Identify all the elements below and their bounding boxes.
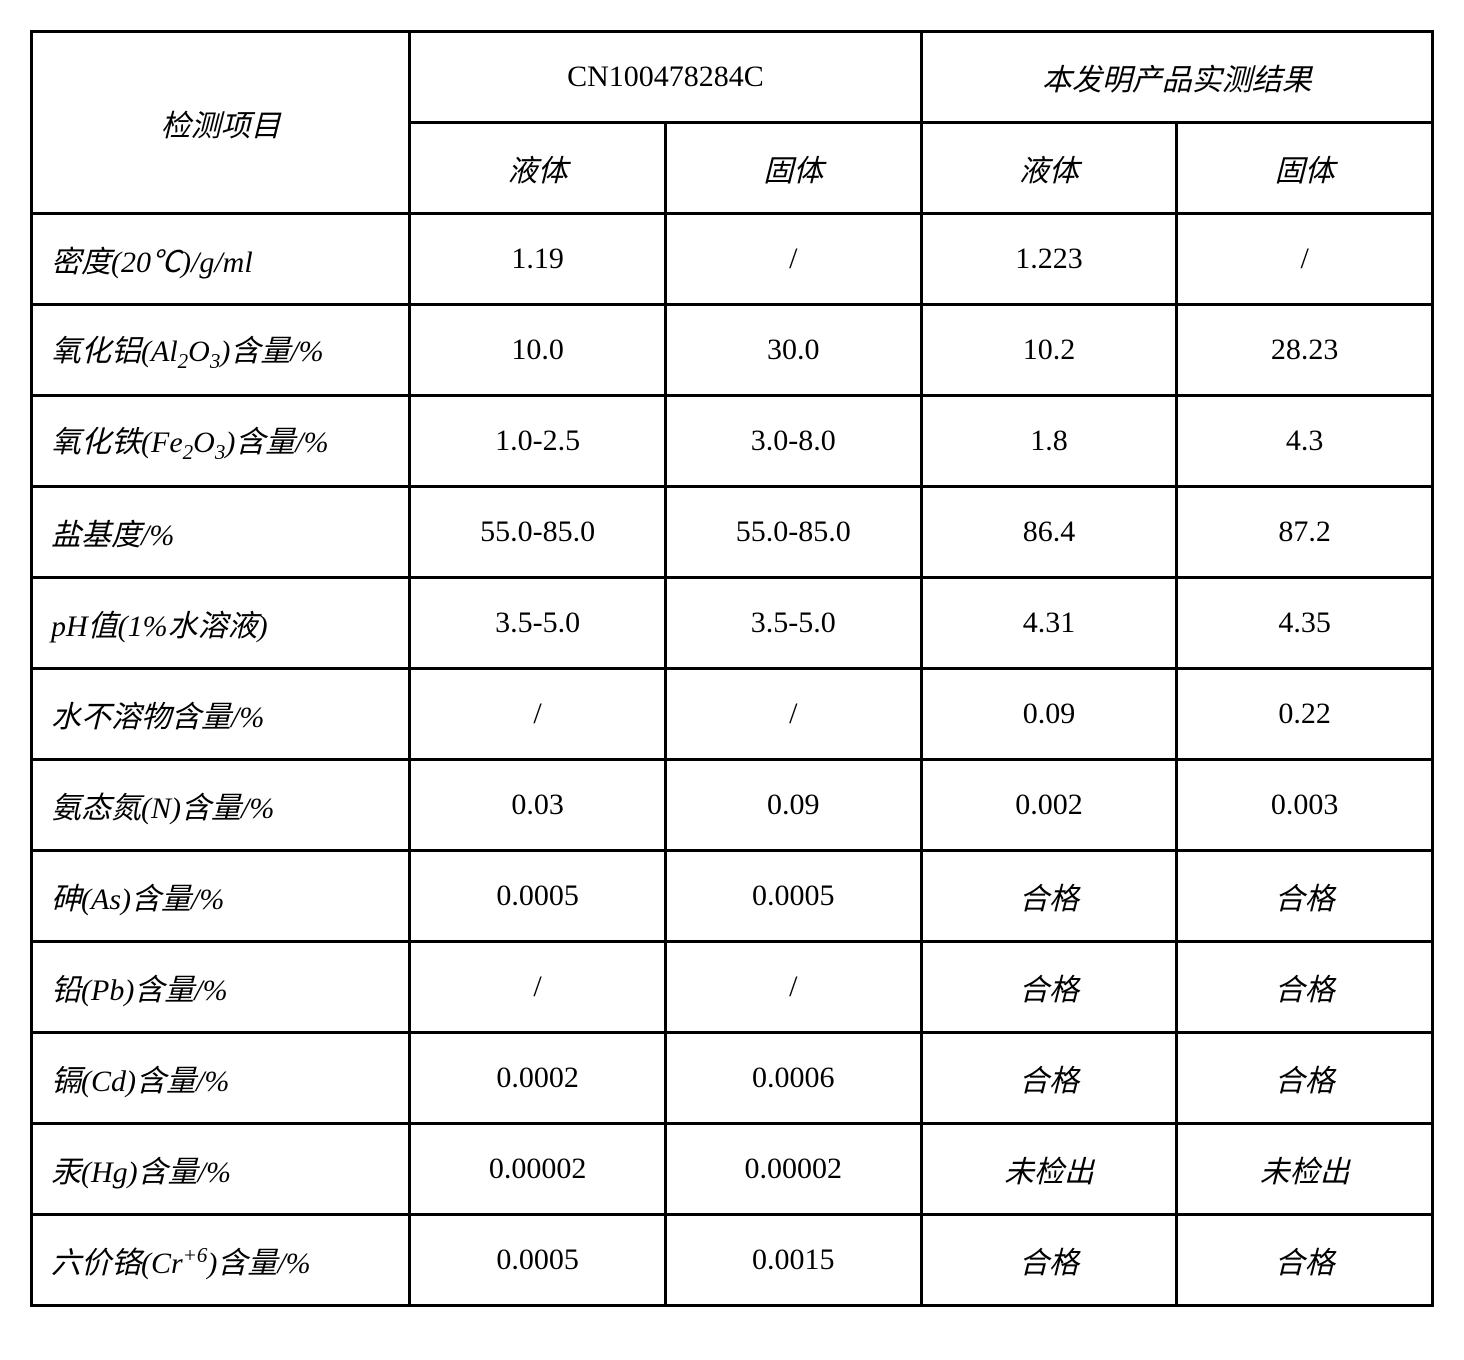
data-cell: 合格 [921,1033,1177,1124]
data-cell: 0.00002 [410,1124,666,1215]
header-g2-liquid: 液体 [921,123,1177,214]
header-g2-solid: 固体 [1177,123,1433,214]
table-row: 氧化铁(Fe2O3)含量/%1.0-2.53.0-8.01.84.3 [32,396,1433,487]
table-row: 盐基度/%55.0-85.055.0-85.086.487.2 [32,487,1433,578]
data-cell: 未检出 [1177,1124,1433,1215]
header-g1-solid: 固体 [665,123,921,214]
data-cell: 86.4 [921,487,1177,578]
comparison-table: 检测项目 CN100478284C 本发明产品实测结果 液体 固体 液体 固体 … [30,30,1434,1307]
table-row: 密度(20℃)/g/ml1.19/1.223/ [32,214,1433,305]
param-cell: 砷(As)含量/% [32,851,410,942]
data-cell: / [665,214,921,305]
param-cell: 镉(Cd)含量/% [32,1033,410,1124]
data-cell: 1.19 [410,214,666,305]
data-cell: 0.00002 [665,1124,921,1215]
table-row: 砷(As)含量/%0.00050.0005合格合格 [32,851,1433,942]
data-cell: 合格 [921,851,1177,942]
data-cell: 0.09 [921,669,1177,760]
data-cell: 1.223 [921,214,1177,305]
header-param: 检测项目 [32,32,410,214]
table-body: 密度(20℃)/g/ml1.19/1.223/氧化铝(Al2O3)含量/%10.… [32,214,1433,1306]
data-cell: 4.3 [1177,396,1433,487]
data-cell: 1.8 [921,396,1177,487]
param-cell: 氨态氮(N)含量/% [32,760,410,851]
param-cell: 氧化铝(Al2O3)含量/% [32,305,410,396]
data-cell: 0.0005 [410,1215,666,1306]
param-cell: pH值(1%水溶液) [32,578,410,669]
data-cell: / [410,669,666,760]
header-group2: 本发明产品实测结果 [921,32,1432,123]
table-header: 检测项目 CN100478284C 本发明产品实测结果 液体 固体 液体 固体 [32,32,1433,214]
header-group1: CN100478284C [410,32,921,123]
data-cell: 3.0-8.0 [665,396,921,487]
table-row: 镉(Cd)含量/%0.00020.0006合格合格 [32,1033,1433,1124]
data-cell: 合格 [1177,1033,1433,1124]
table-row: 汞(Hg)含量/%0.000020.00002未检出未检出 [32,1124,1433,1215]
data-cell: / [665,669,921,760]
data-cell: 3.5-5.0 [665,578,921,669]
data-cell: 10.0 [410,305,666,396]
param-cell: 水不溶物含量/% [32,669,410,760]
data-cell: 合格 [1177,942,1433,1033]
data-cell: 0.002 [921,760,1177,851]
data-cell: 0.0006 [665,1033,921,1124]
data-cell: 87.2 [1177,487,1433,578]
param-cell: 密度(20℃)/g/ml [32,214,410,305]
data-cell: 30.0 [665,305,921,396]
data-cell: 3.5-5.0 [410,578,666,669]
param-cell: 氧化铁(Fe2O3)含量/% [32,396,410,487]
data-cell: / [665,942,921,1033]
data-cell: 1.0-2.5 [410,396,666,487]
data-cell: 0.003 [1177,760,1433,851]
data-cell: 合格 [1177,1215,1433,1306]
data-cell: 10.2 [921,305,1177,396]
data-cell: 未检出 [921,1124,1177,1215]
data-cell: 0.0005 [410,851,666,942]
data-cell: 合格 [921,942,1177,1033]
table-row: pH值(1%水溶液)3.5-5.03.5-5.04.314.35 [32,578,1433,669]
table-row: 水不溶物含量/%//0.090.22 [32,669,1433,760]
table-row: 氨态氮(N)含量/%0.030.090.0020.003 [32,760,1433,851]
data-cell: 0.0002 [410,1033,666,1124]
data-cell: 合格 [1177,851,1433,942]
data-cell: 0.09 [665,760,921,851]
data-cell: 4.35 [1177,578,1433,669]
data-cell: 0.0015 [665,1215,921,1306]
data-cell: 55.0-85.0 [410,487,666,578]
data-cell: 0.22 [1177,669,1433,760]
data-cell: 0.03 [410,760,666,851]
header-row-1: 检测项目 CN100478284C 本发明产品实测结果 [32,32,1433,123]
table-row: 铅(Pb)含量/%//合格合格 [32,942,1433,1033]
param-cell: 汞(Hg)含量/% [32,1124,410,1215]
table-row: 六价铬(Cr+6)含量/%0.00050.0015合格合格 [32,1215,1433,1306]
table-row: 氧化铝(Al2O3)含量/%10.030.010.228.23 [32,305,1433,396]
data-cell: 28.23 [1177,305,1433,396]
data-cell: 55.0-85.0 [665,487,921,578]
data-cell: 合格 [921,1215,1177,1306]
data-cell: 0.0005 [665,851,921,942]
param-cell: 铅(Pb)含量/% [32,942,410,1033]
data-cell: / [1177,214,1433,305]
param-cell: 盐基度/% [32,487,410,578]
header-g1-liquid: 液体 [410,123,666,214]
data-cell: 4.31 [921,578,1177,669]
data-cell: / [410,942,666,1033]
param-cell: 六价铬(Cr+6)含量/% [32,1215,410,1306]
